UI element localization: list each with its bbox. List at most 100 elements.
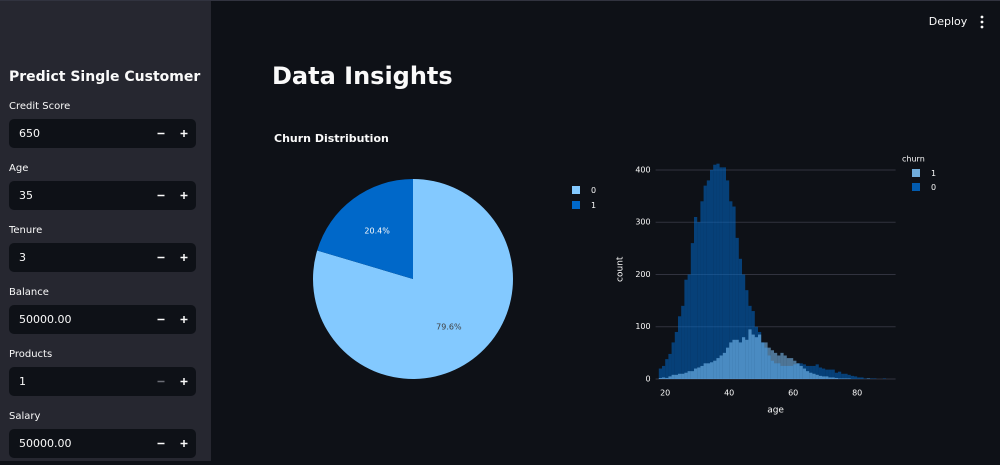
legend-swatch: [572, 186, 580, 194]
histogram-bar: [758, 334, 762, 379]
histogram-bar: [844, 378, 848, 379]
histogram-bar: [726, 347, 730, 379]
histogram-bar: [815, 364, 819, 379]
histogram-bar: [665, 359, 669, 379]
histogram-bar: [847, 374, 851, 379]
histogram-bar: [690, 243, 694, 379]
pie-slice: [313, 179, 514, 379]
legend-title: churn: [902, 155, 925, 164]
histogram-bar: [774, 352, 778, 379]
histogram-bars: [658, 163, 886, 379]
histogram-bar: [697, 222, 701, 379]
y-tick-label: 200: [635, 270, 650, 279]
input-value: 3: [19, 251, 26, 264]
legend-label: 1: [931, 169, 936, 178]
histogram-bar: [710, 362, 714, 379]
histogram-bar: [831, 377, 835, 379]
histogram-bar: [687, 371, 691, 379]
histogram-bar: [745, 339, 749, 379]
input-value: 650: [19, 127, 40, 140]
histogram-bar: [738, 258, 742, 379]
histogram-bar: [796, 363, 800, 379]
x-tick-label: 40: [724, 389, 734, 398]
histogram-bar: [713, 164, 717, 379]
x-tick-label: 80: [852, 389, 862, 398]
field-label: Products: [9, 349, 52, 360]
deploy-button[interactable]: Deploy: [929, 15, 968, 28]
histogram-bar: [751, 334, 755, 379]
histogram-bar: [841, 378, 845, 379]
histogram-bar: [838, 371, 842, 379]
histogram-bar: [745, 290, 749, 379]
y-tick-label: 0: [646, 375, 651, 384]
histogram-bar: [719, 167, 723, 379]
histogram-bar: [735, 339, 739, 379]
number-input[interactable]: [9, 429, 196, 458]
histogram-bar: [767, 347, 771, 379]
histogram-bar: [690, 371, 694, 379]
histogram-bar: [674, 374, 678, 379]
number-input[interactable]: [9, 367, 196, 396]
input-value: 1: [19, 375, 26, 388]
y-tick-label: 100: [635, 322, 650, 331]
histogram-bar: [729, 342, 733, 379]
histogram-bar: [786, 358, 790, 379]
histogram-bar: [828, 369, 832, 379]
histogram-bar: [754, 337, 758, 379]
pie-slice: [317, 179, 413, 279]
y-tick-label: 400: [635, 165, 650, 174]
histogram-bar: [809, 365, 813, 379]
input-value: 35: [19, 189, 33, 202]
histogram-bar: [783, 355, 787, 379]
legend-label: 1: [591, 201, 596, 210]
histogram-bar: [742, 337, 746, 379]
histogram-bar: [834, 372, 838, 379]
histogram-bar: [882, 378, 886, 379]
histogram-bar: [732, 206, 736, 379]
histogram-bar: [671, 374, 675, 379]
legend-label: 0: [931, 183, 936, 192]
histogram-bar: [716, 163, 720, 379]
histogram-bar: [838, 378, 842, 379]
chart-title: Churn Distribution: [274, 132, 389, 145]
x-axis-title: age: [767, 406, 784, 416]
number-input[interactable]: [9, 119, 196, 148]
histogram-bar: [706, 180, 710, 379]
number-input[interactable]: [9, 243, 196, 272]
histogram-bar: [866, 378, 870, 379]
histogram-bar: [761, 342, 765, 379]
histogram-bar: [700, 201, 704, 379]
slice-label: 79.6%: [436, 323, 462, 332]
histogram-bar: [806, 371, 810, 379]
histogram-bar: [658, 377, 662, 379]
histogram-bar: [713, 360, 717, 379]
histogram-bar: [748, 329, 752, 379]
histogram-bar: [738, 342, 742, 379]
histogram-bar: [658, 368, 662, 379]
histogram-bar: [662, 377, 666, 379]
histogram-bar: [697, 367, 701, 379]
histogram-bar: [780, 352, 784, 379]
field-label: Tenure: [8, 225, 42, 236]
field-label: Salary: [9, 411, 40, 422]
number-input[interactable]: [9, 181, 196, 210]
number-input[interactable]: [9, 305, 196, 334]
field-label: Age: [9, 163, 28, 174]
histogram-bar: [710, 169, 714, 379]
histogram-bar: [863, 378, 867, 379]
menu-icon[interactable]: [980, 15, 984, 29]
histogram-bar: [831, 369, 835, 379]
histogram-bar: [703, 185, 707, 379]
x-tick-label: 60: [788, 389, 798, 398]
histogram-bar: [844, 373, 848, 379]
histogram-bar: [668, 353, 672, 379]
histogram-bar: [860, 377, 864, 379]
histogram-bar: [703, 363, 707, 379]
histogram-bar: [726, 180, 730, 379]
histogram-bar: [687, 274, 691, 379]
slice-label: 20.4%: [364, 226, 390, 235]
histogram-bar: [825, 369, 829, 379]
histogram-bar: [809, 372, 813, 379]
